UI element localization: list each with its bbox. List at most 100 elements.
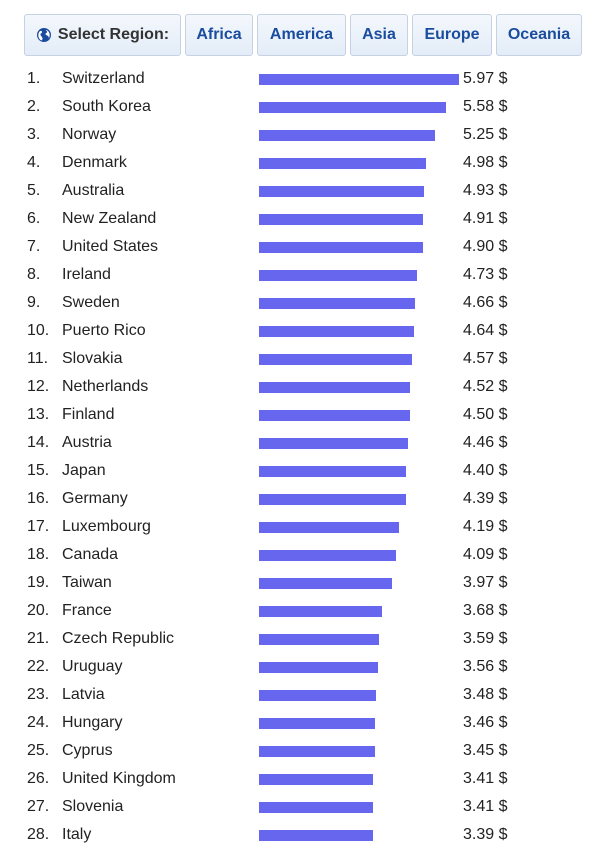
chart-row: 18. Canada 4.09 $ <box>0 541 592 569</box>
country-label: New Zealand <box>62 210 157 227</box>
chart-row: 15. Japan 4.40 $ <box>0 457 592 485</box>
country-label: Austria <box>62 434 112 451</box>
value-label: 5.97 $ <box>463 70 508 87</box>
value-label: 4.73 $ <box>463 266 508 283</box>
bar <box>259 466 406 477</box>
rank-label: 14. <box>27 434 50 451</box>
rank-label: 12. <box>27 378 50 395</box>
bar <box>259 186 424 197</box>
country-label: Slovakia <box>62 350 123 367</box>
chart-row: 26. United Kingdom 3.41 $ <box>0 765 592 793</box>
region-button-africa[interactable]: Africa <box>185 14 253 56</box>
ranking-chart: 1. Switzerland 5.97 $ 2. South Korea 5.58 $ 3.… <box>0 65 592 849</box>
bar <box>259 74 459 85</box>
value-label: 4.98 $ <box>463 154 508 171</box>
chart-row: 5. Australia 4.93 $ <box>0 177 592 205</box>
value-label: 3.41 $ <box>463 798 508 815</box>
country-label: Netherlands <box>62 378 149 395</box>
chart-row: 1. Switzerland 5.97 $ <box>0 65 592 93</box>
region-button-asia[interactable]: Asia <box>350 14 408 56</box>
country-label: Italy <box>62 826 92 843</box>
rank-label: 15. <box>27 462 50 479</box>
bar <box>259 578 392 589</box>
bar <box>259 298 415 309</box>
bar <box>259 326 414 337</box>
country-label: Canada <box>62 546 119 563</box>
country-label: France <box>62 602 112 619</box>
chart-row: 3. Norway 5.25 $ <box>0 121 592 149</box>
rank-label: 16. <box>27 490 50 507</box>
chart-row: 4. Denmark 4.98 $ <box>0 149 592 177</box>
rank-label: 27. <box>27 798 50 815</box>
bar <box>259 634 379 645</box>
rank-label: 26. <box>27 770 50 787</box>
bar <box>259 270 417 281</box>
value-label: 4.19 $ <box>463 518 508 535</box>
bar <box>259 130 435 141</box>
value-label: 3.56 $ <box>463 658 508 675</box>
bar <box>259 662 378 673</box>
country-label: Japan <box>62 462 106 479</box>
chart-row: 23. Latvia 3.48 $ <box>0 681 592 709</box>
rank-label: 28. <box>27 826 50 843</box>
country-label: United Kingdom <box>62 770 176 787</box>
chart-row: 11. Slovakia 4.57 $ <box>0 345 592 373</box>
region-button-oceania[interactable]: Oceania <box>496 14 582 56</box>
rank-label: 9. <box>27 294 41 311</box>
chart-row: 10. Puerto Rico 4.64 $ <box>0 317 592 345</box>
chart-row: 22. Uruguay 3.56 $ <box>0 653 592 681</box>
rank-label: 6. <box>27 210 41 227</box>
region-button-america[interactable]: America <box>257 14 346 56</box>
value-label: 3.39 $ <box>463 826 508 843</box>
value-label: 5.58 $ <box>463 98 508 115</box>
value-label: 4.66 $ <box>463 294 508 311</box>
country-label: United States <box>62 238 159 255</box>
country-label: Switzerland <box>62 70 145 87</box>
select-region-label: Select Region: <box>24 14 181 56</box>
rank-label: 21. <box>27 630 50 647</box>
value-label: 4.52 $ <box>463 378 508 395</box>
country-label: Finland <box>62 406 115 423</box>
region-button-europe[interactable]: Europe <box>412 14 492 56</box>
country-label: Luxembourg <box>62 518 151 535</box>
chart-row: 25. Cyprus 3.45 $ <box>0 737 592 765</box>
chart-row: 13. Finland 4.50 $ <box>0 401 592 429</box>
chart-row: 9. Sweden 4.66 $ <box>0 289 592 317</box>
rank-label: 5. <box>27 182 41 199</box>
rank-label: 8. <box>27 266 41 283</box>
value-label: 4.40 $ <box>463 462 508 479</box>
country-label: Uruguay <box>62 658 123 675</box>
value-label: 3.97 $ <box>463 574 508 591</box>
bar <box>259 550 396 561</box>
chart-row: 2. South Korea 5.58 $ <box>0 93 592 121</box>
bar <box>259 354 412 365</box>
rank-label: 2. <box>27 98 41 115</box>
chart-row: 16. Germany 4.39 $ <box>0 485 592 513</box>
bar <box>259 158 426 169</box>
rank-label: 3. <box>27 126 41 143</box>
rank-label: 1. <box>27 70 41 87</box>
bar <box>259 774 373 785</box>
value-label: 4.91 $ <box>463 210 508 227</box>
rank-label: 20. <box>27 602 50 619</box>
country-label: Puerto Rico <box>62 322 146 339</box>
bar <box>259 382 410 393</box>
chart-row: 7. United States 4.90 $ <box>0 233 592 261</box>
bar <box>259 102 446 113</box>
value-label: 4.93 $ <box>463 182 508 199</box>
value-label: 3.45 $ <box>463 742 508 759</box>
country-label: Sweden <box>62 294 120 311</box>
rank-label: 13. <box>27 406 50 423</box>
country-label: Australia <box>62 182 125 199</box>
country-label: Germany <box>62 490 128 507</box>
value-label: 4.64 $ <box>463 322 508 339</box>
chart-row: 14. Austria 4.46 $ <box>0 429 592 457</box>
chart-row: 28. Italy 3.39 $ <box>0 821 592 849</box>
country-label: Hungary <box>62 714 123 731</box>
value-label: 4.57 $ <box>463 350 508 367</box>
value-label: 4.46 $ <box>463 434 508 451</box>
country-label: South Korea <box>62 98 151 115</box>
value-label: 4.50 $ <box>463 406 508 423</box>
chart-row: 6. New Zealand 4.91 $ <box>0 205 592 233</box>
country-label: Norway <box>62 126 117 143</box>
